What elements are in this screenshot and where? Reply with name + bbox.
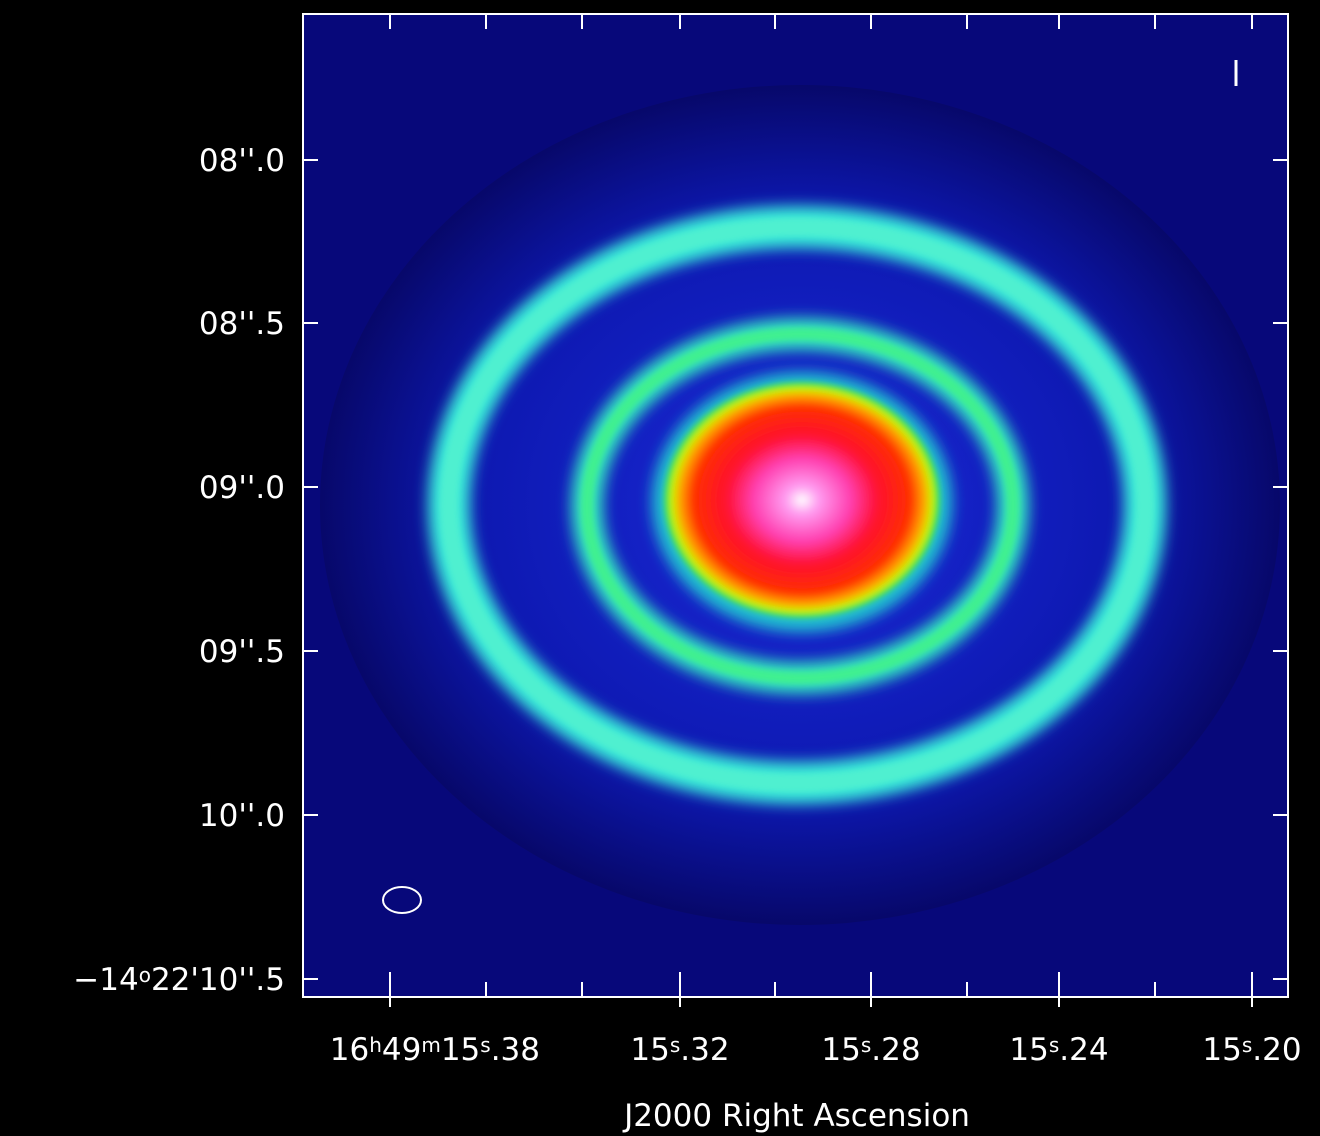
superscript: s bbox=[1242, 1033, 1252, 1057]
label-part: .24 bbox=[1059, 1032, 1108, 1068]
label-part: 15 bbox=[441, 1032, 480, 1068]
label-part: .20 bbox=[1252, 1032, 1301, 1068]
label-part: .38 bbox=[491, 1032, 540, 1068]
superscript: s bbox=[480, 1033, 490, 1057]
label-part: 15 bbox=[630, 1032, 669, 1068]
superscript: o bbox=[139, 963, 151, 987]
label-part: .28 bbox=[871, 1032, 920, 1068]
superscript: h bbox=[369, 1033, 382, 1057]
central-core bbox=[664, 382, 940, 618]
x-tick-label: 15s.28 bbox=[821, 1032, 920, 1068]
label-part: 49 bbox=[382, 1032, 421, 1068]
x-tick-label: 16h49m15s.38 bbox=[330, 1032, 540, 1068]
y-tick-label: 10''.0 bbox=[199, 798, 285, 834]
y-tick-label: 09''.5 bbox=[199, 634, 285, 670]
label-part: .32 bbox=[680, 1032, 729, 1068]
label-part: 22'10''.5 bbox=[151, 962, 285, 998]
label-part: 09''.5 bbox=[199, 634, 285, 670]
superscript: s bbox=[670, 1033, 680, 1057]
label-part: 16 bbox=[330, 1032, 369, 1068]
label-part: 15 bbox=[1202, 1032, 1241, 1068]
label-part: 15 bbox=[821, 1032, 860, 1068]
sky-image-plot: J2000 Right Ascension 08''.0 08''.5 09''.0… bbox=[0, 0, 1320, 1136]
label-part: 09''.0 bbox=[199, 470, 285, 506]
x-tick-label: 15s.32 bbox=[630, 1032, 729, 1068]
label-part: 10''.0 bbox=[199, 798, 285, 834]
x-tick-label: 15s.24 bbox=[1009, 1032, 1108, 1068]
label-part: 15 bbox=[1009, 1032, 1048, 1068]
superscript: m bbox=[421, 1033, 440, 1057]
label-part: −14 bbox=[73, 962, 138, 998]
label-part: 08''.5 bbox=[199, 306, 285, 342]
superscript: s bbox=[861, 1033, 871, 1057]
x-tick-label: 15s.20 bbox=[1202, 1032, 1301, 1068]
superscript: s bbox=[1049, 1033, 1059, 1057]
label-part: 08''.0 bbox=[199, 143, 285, 179]
y-tick-label: −14o22'10''.5 bbox=[73, 962, 285, 998]
x-axis-label: J2000 Right Ascension bbox=[622, 1098, 970, 1134]
y-tick-label: 08''.5 bbox=[199, 306, 285, 342]
image-panel bbox=[303, 14, 1288, 997]
y-tick-label: 09''.0 bbox=[199, 470, 285, 506]
y-tick-label: 08''.0 bbox=[199, 143, 285, 179]
